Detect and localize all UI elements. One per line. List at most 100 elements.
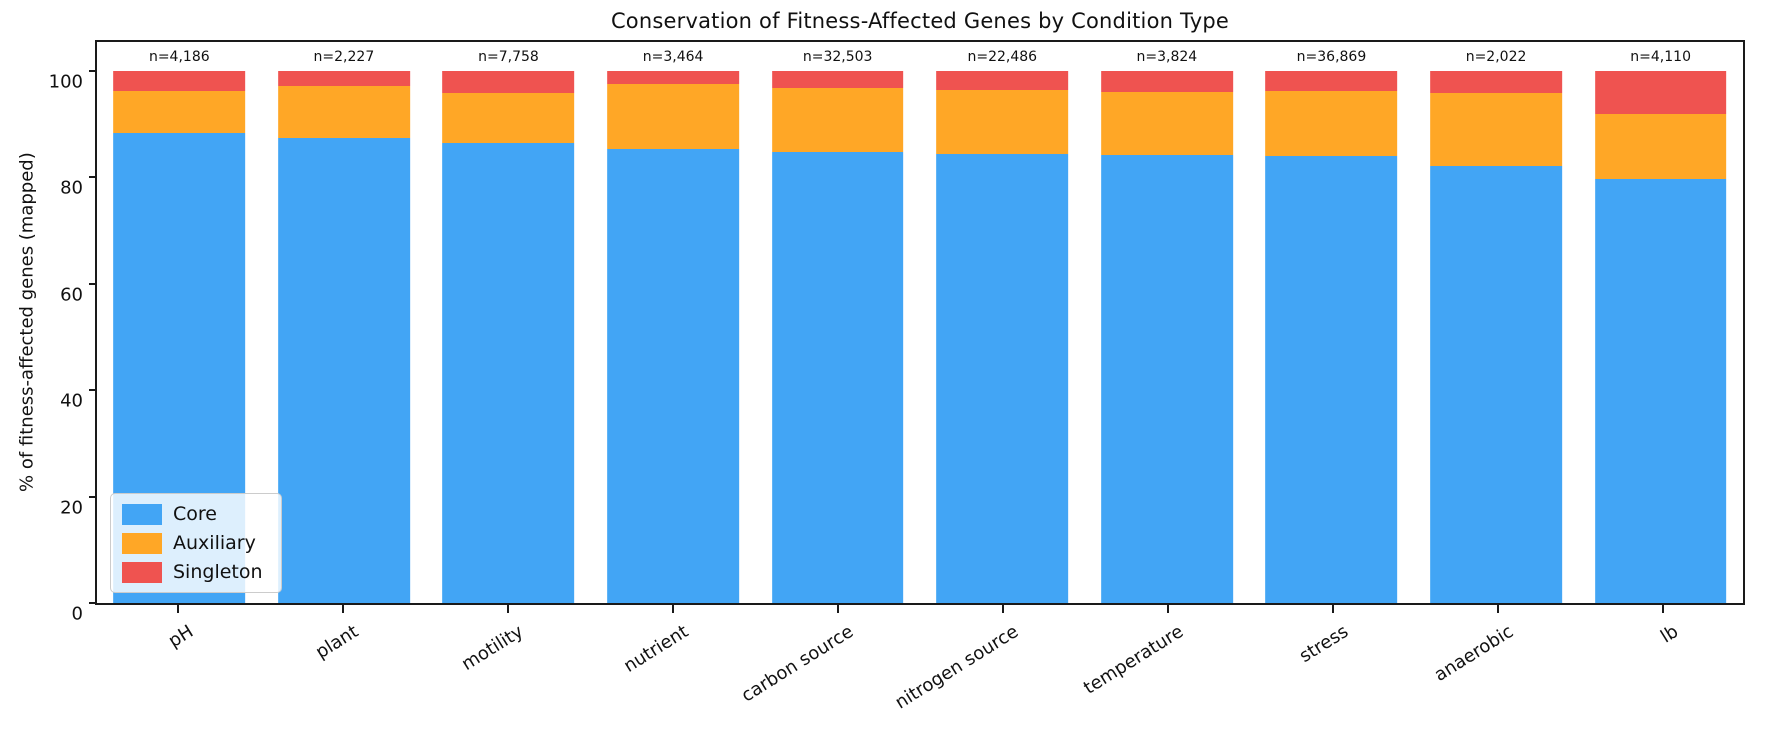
bars-row: n=4,186 n=2,227 n=7,758 n=3,464 n=32,503 n=22… xyxy=(97,42,1743,603)
plot-area: n=4,186 n=2,227 n=7,758 n=3,464 n=32,503 n=22… xyxy=(49,40,1745,625)
bar-count-label: n=22,486 xyxy=(967,49,1038,65)
bar-count-label: n=4,186 xyxy=(148,49,210,65)
bar-stack xyxy=(1101,71,1233,603)
x-tick-mark xyxy=(506,605,509,613)
bar-segment-singleton xyxy=(771,71,904,89)
x-tick-mark xyxy=(1331,605,1334,613)
y-tick-mark xyxy=(89,70,97,72)
y-tick-label: 100 xyxy=(48,71,83,93)
bar-stack xyxy=(771,71,904,603)
bar-group-carbon-source: n=32,503 xyxy=(755,42,920,603)
bar-count-label: n=7,758 xyxy=(478,49,539,65)
bar-segment-singleton xyxy=(607,71,739,85)
bar-segment-auxiliary xyxy=(607,84,739,150)
bar-stack xyxy=(1430,71,1562,603)
bar-group-plant: n=2,227 xyxy=(262,42,427,603)
bar-group-temperature: n=3,824 xyxy=(1085,42,1250,603)
x-tick-label-nutrient: nutrient xyxy=(619,621,692,677)
bar-segment-auxiliary xyxy=(771,88,904,153)
bar-segment-core xyxy=(1430,166,1562,603)
bar-segment-singleton xyxy=(113,70,246,91)
legend-entry-core: Core xyxy=(122,503,263,525)
bar-segment-auxiliary xyxy=(113,90,246,134)
bar-segment-core xyxy=(1101,154,1233,603)
bar-segment-singleton xyxy=(442,71,575,93)
bar-segment-auxiliary xyxy=(936,90,1069,154)
legend-entry-auxiliary: Auxiliary xyxy=(122,532,263,554)
x-tick-label-nitrogen-source: nitrogen source xyxy=(891,621,1022,714)
bar-segment-singleton xyxy=(1594,71,1727,115)
legend-swatch-auxiliary xyxy=(122,532,162,554)
y-tick-label: 80 xyxy=(60,177,83,199)
x-tick-label-motility: motility xyxy=(457,621,527,676)
bar-segment-core xyxy=(1594,178,1727,603)
legend: Core Auxiliary Singleton xyxy=(110,493,282,593)
bar-group-stress: n=36,869 xyxy=(1249,42,1414,603)
bar-stack xyxy=(1594,71,1727,603)
bar-stack xyxy=(1265,71,1398,603)
legend-label: Auxiliary xyxy=(173,532,256,554)
bar-count-label: n=4,110 xyxy=(1630,49,1691,65)
bar-segment-singleton xyxy=(278,71,410,87)
x-tick-mark xyxy=(671,605,674,613)
legend-swatch-singleton xyxy=(122,561,162,583)
x-tick-mark xyxy=(176,605,179,613)
y-axis-title: % of fitness-affected genes (mapped) xyxy=(16,152,38,493)
y-tick-label: 40 xyxy=(60,390,83,412)
y-tick-label: 60 xyxy=(60,284,83,306)
x-tick-label-plant: plant xyxy=(311,621,362,664)
bar-segment-auxiliary xyxy=(1430,92,1562,167)
x-tick-label-temperature: temperature xyxy=(1079,621,1187,699)
y-tick-label: 20 xyxy=(60,497,83,519)
bar-segment-core xyxy=(278,137,410,603)
bar-group-nitrogen-source: n=22,486 xyxy=(920,42,1085,603)
bar-count-label: n=32,503 xyxy=(802,49,873,65)
y-tick-mark xyxy=(89,176,97,179)
bar-segment-auxiliary xyxy=(1101,92,1233,155)
legend-swatch-core xyxy=(122,503,162,525)
bar-group-nutrient: n=3,464 xyxy=(591,42,756,603)
x-tick-mark xyxy=(1661,605,1664,613)
bar-group-lb: n=4,110 xyxy=(1578,42,1743,603)
bar-segment-singleton xyxy=(1265,71,1398,92)
x-tick-label-stress: stress xyxy=(1295,621,1352,668)
bar-segment-core xyxy=(1265,156,1398,603)
bar-count-label: n=2,022 xyxy=(1465,49,1527,65)
y-tick-mark xyxy=(89,389,97,392)
bar-stack xyxy=(442,71,575,603)
bar-stack xyxy=(607,71,739,603)
legend-entry-singleton: Singleton xyxy=(122,561,263,583)
bar-count-label: n=3,464 xyxy=(642,49,704,65)
bar-count-label: n=3,824 xyxy=(1136,49,1198,65)
bar-group-anaerobic: n=2,022 xyxy=(1414,42,1579,603)
x-tick-label-pH: pH xyxy=(164,621,197,653)
bar-segment-auxiliary xyxy=(278,86,410,138)
bar-segment-singleton xyxy=(936,71,1069,91)
y-tick-label: 0 xyxy=(71,603,83,625)
bar-segment-core xyxy=(607,149,739,603)
x-tick-label-lb: lb xyxy=(1656,621,1682,648)
x-tick-label-carbon-source: carbon source xyxy=(737,621,857,707)
y-tick-mark xyxy=(89,495,97,498)
x-tick-mark xyxy=(1166,605,1169,613)
bar-segment-core xyxy=(771,152,904,603)
y-tick-mark xyxy=(89,602,97,604)
bar-segment-auxiliary xyxy=(1594,114,1727,179)
bar-segment-core xyxy=(936,153,1069,603)
x-tick-mark xyxy=(341,605,344,613)
bar-segment-core xyxy=(442,142,575,603)
bar-count-label: n=2,227 xyxy=(313,49,375,65)
bar-segment-auxiliary xyxy=(442,92,575,143)
bar-segment-singleton xyxy=(1101,71,1233,93)
x-tick-mark xyxy=(1001,605,1004,613)
bar-stack xyxy=(936,71,1069,603)
legend-label: Core xyxy=(173,503,217,525)
bar-group-motility: n=7,758 xyxy=(426,42,591,603)
y-tick-mark xyxy=(89,282,97,285)
bar-stack xyxy=(278,71,410,603)
x-tick-mark xyxy=(1496,605,1499,613)
x-tick-mark xyxy=(836,605,839,613)
bar-segment-singleton xyxy=(1430,71,1562,93)
bar-count-label: n=36,869 xyxy=(1296,49,1367,65)
